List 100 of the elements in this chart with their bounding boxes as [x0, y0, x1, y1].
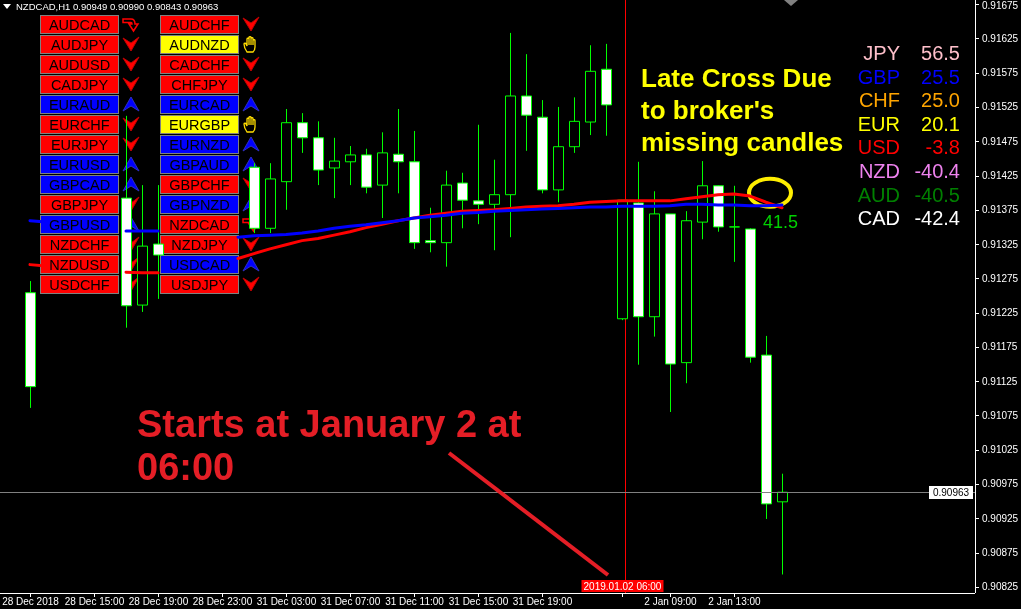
candlestick — [361, 148, 372, 194]
x-tick-label: 28 Dec 23:00 — [192, 596, 253, 607]
category-label: CHF — [858, 89, 900, 112]
x-tick-label: 31 Dec 07:00 — [320, 596, 381, 607]
category-label: AUDCHF — [169, 17, 230, 33]
category-label: GBPCHF — [169, 177, 230, 193]
category-label: AUDCAD — [48, 17, 111, 33]
y-tick-label: 0.91075 — [982, 409, 1019, 421]
candlestick — [633, 161, 644, 366]
y-tick-label: 0.90825 — [982, 581, 1019, 593]
y-tick-label: 0.91625 — [982, 32, 1019, 44]
y-tick-label: 0.91425 — [982, 170, 1019, 181]
candlestick — [409, 130, 420, 250]
candlestick — [489, 159, 500, 251]
candlestick — [745, 227, 756, 364]
category-label: EURNZD — [169, 137, 230, 153]
candlestick — [441, 170, 452, 268]
candlestick — [649, 190, 660, 338]
y-tick-label: 0.90925 — [982, 512, 1019, 524]
y-tick-label: 0.91025 — [982, 444, 1019, 456]
candlestick — [393, 108, 404, 194]
x-tick-label: 28 Dec 19:00 — [128, 596, 189, 607]
chart-title: NZDCAD,H1 0.90949 0.90990 0.90843 0.90963 — [16, 1, 219, 12]
candlestick — [585, 44, 596, 136]
category-label: CAD — [857, 207, 900, 230]
candlestick — [505, 32, 516, 238]
category-label: EURUSD — [48, 157, 111, 173]
candlestick — [153, 184, 164, 300]
category-label: GBP — [857, 65, 900, 88]
annotation: 41.5 — [763, 211, 799, 232]
y-tick-label: 0.91175 — [982, 341, 1018, 353]
category-label: NZDJPY — [171, 237, 229, 253]
category-label: EURJPY — [50, 137, 109, 153]
candlestick — [313, 120, 324, 186]
candlestick — [777, 473, 788, 575]
category-label: JPY — [863, 42, 900, 64]
x-tick-label: 2 Jan 09:00 — [644, 596, 698, 607]
category-label: USDJPY — [170, 277, 229, 293]
x-tick-label: 31 Dec 11:00 — [385, 596, 445, 607]
category-label: GBPNZD — [169, 197, 230, 213]
candlestick — [425, 207, 436, 253]
candlestick — [729, 185, 740, 263]
y-tick-label: 0.91575 — [982, 67, 1019, 79]
category-label: USDCAD — [168, 257, 231, 273]
category-label: NZDCHF — [49, 237, 110, 253]
candlestick — [457, 172, 468, 229]
category-label: AUDUSD — [48, 57, 111, 73]
category-label: EURCHF — [49, 117, 110, 133]
category-label: GBPJPY — [50, 197, 109, 213]
candlestick — [121, 115, 132, 329]
data-label: 25.5 — [921, 65, 960, 88]
candlestick — [617, 199, 628, 321]
x-tick-label: 28 Dec 15:00 — [64, 596, 125, 607]
x-tick-label: 31 Dec 03:00 — [256, 596, 317, 607]
annotation: Late Cross Due to broker's missing candles — [641, 63, 844, 157]
data-label: -3.8 — [925, 136, 960, 159]
category-label: EURCAD — [168, 97, 231, 113]
candlestick — [25, 280, 36, 409]
y-tick-label: 0.91375 — [982, 204, 1019, 216]
category-label: AUDNZD — [169, 37, 230, 53]
category-label: USDCHF — [49, 277, 110, 293]
category-label: GBPUSD — [48, 217, 111, 233]
y-tick-label: 0.90975 — [982, 478, 1019, 490]
category-label: NZDCAD — [169, 217, 230, 233]
category-label: AUDJPY — [50, 37, 109, 53]
category-label: GBPAUD — [169, 157, 230, 173]
x-tick-label: 31 Dec 15:00 — [448, 596, 509, 607]
candlestick — [265, 162, 276, 234]
data-label: 56.5 — [921, 42, 960, 64]
candlestick — [761, 335, 772, 520]
category-label: EURGBP — [168, 117, 231, 133]
category-label: NZD — [858, 160, 900, 182]
x-tick-label: 2 Jan 13:00 — [708, 596, 762, 607]
y-tick-label: 0.90875 — [982, 547, 1019, 559]
candlestick — [297, 112, 308, 154]
data-label: 20.1 — [921, 112, 960, 135]
category-label: GBPCAD — [48, 177, 111, 193]
candlestick — [329, 137, 340, 199]
x-tick-label: 31 Dec 19:00 — [512, 596, 573, 607]
y-tick-label: 0.91325 — [982, 238, 1019, 250]
candlestick — [553, 106, 564, 203]
candlestick — [137, 184, 148, 313]
data-label: -42.4 — [914, 207, 960, 230]
y-tick-label: 0.91125 — [982, 375, 1018, 387]
candlestick — [473, 124, 484, 225]
candlestick — [601, 43, 612, 137]
y-tick-label: 0.91475 — [982, 135, 1019, 147]
candlestick — [521, 53, 532, 152]
category-label: NZDUSD — [49, 257, 110, 273]
candlestick — [249, 162, 260, 234]
y-tick-label: 0.91525 — [982, 101, 1019, 113]
category-label: USD — [857, 136, 900, 159]
y-tick-label: 0.91675 — [982, 0, 1019, 11]
category-label: CADJPY — [50, 77, 109, 93]
candlestick — [681, 210, 692, 384]
category-label: EUR — [857, 112, 900, 135]
candlestick — [665, 213, 676, 413]
y-tick-label: 0.91275 — [982, 272, 1019, 284]
candlestick — [569, 96, 580, 154]
data-label: -40.4 — [914, 160, 960, 182]
